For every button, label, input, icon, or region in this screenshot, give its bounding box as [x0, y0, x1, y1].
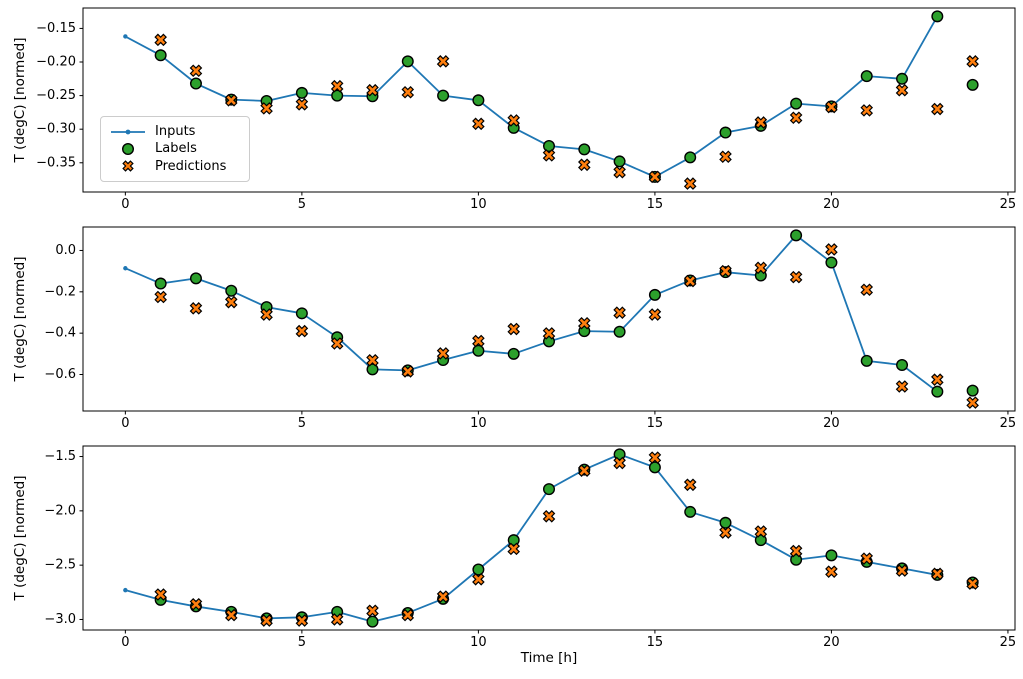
x-tick-label: 20: [823, 197, 840, 212]
plot-frame: [82, 226, 1016, 412]
y-tick-label: −2.5: [44, 558, 76, 573]
legend-entry-predictions: Predictions: [109, 158, 239, 175]
inputs-line-icon: [109, 125, 147, 139]
legend-entry-inputs: Inputs: [109, 123, 239, 140]
x-tick-label: 5: [298, 416, 306, 431]
y-tick-label: −0.6: [44, 367, 76, 382]
y-tick-label: 0.0: [55, 243, 76, 258]
predictions-series: [154, 33, 979, 190]
x-tick-label: 10: [470, 635, 487, 650]
labels-series: [154, 229, 979, 398]
predictions-x-icon: [109, 158, 147, 174]
x-tick-label: 20: [823, 635, 840, 650]
y-tick-label: −3.0: [44, 612, 76, 627]
y-tick-label: −0.20: [36, 55, 76, 70]
x-tick-label: 5: [298, 197, 306, 212]
x-tick-label: 10: [470, 197, 487, 212]
inputs-series: [123, 452, 940, 624]
labels-series: [154, 448, 979, 628]
predictions-series: [154, 243, 979, 409]
x-tick-label: 25: [1000, 635, 1017, 650]
predictions-series: [154, 451, 979, 627]
x-tick-label: 25: [1000, 416, 1017, 431]
y-tick-label: −0.2: [44, 284, 76, 299]
x-tick-label: 0: [121, 635, 129, 650]
y-tick-label: −0.30: [36, 122, 76, 137]
x-tick-label: 0: [121, 416, 129, 431]
x-tick-label: 15: [647, 635, 664, 650]
x-tick-label: 15: [647, 416, 664, 431]
subplot-1: 0 5 10 15 20 25 −0.15 −0.20 −0.25 −0.30 −0.35: [36, 7, 1017, 212]
inputs-series: [123, 233, 940, 394]
x-tick-label: 20: [823, 416, 840, 431]
y-tick-label: −0.25: [36, 88, 76, 103]
y-axis-label-subplot-1: T (degC) [normed]: [12, 37, 28, 163]
legend: Inputs Labels Predictions: [100, 116, 250, 182]
subplot-3: 0 5 10 15 20 25 −1.5 −2.0 −2.5 −3.0: [44, 445, 1017, 650]
x-tick-label: 15: [647, 197, 664, 212]
y-tick-label: −0.15: [36, 21, 76, 36]
x-tick-label: 0: [121, 197, 129, 212]
legend-label-inputs: Inputs: [155, 124, 196, 140]
x-axis-label: Time [h]: [520, 650, 578, 666]
plot-frame: [82, 7, 1016, 193]
y-tick-label: −1.5: [44, 449, 76, 464]
y-tick-label: −2.0: [44, 503, 76, 518]
plot-frame: [82, 445, 1016, 631]
y-axis-label-subplot-2: T (degC) [normed]: [12, 256, 28, 382]
labels-circle-icon: [109, 141, 147, 157]
y-axis-label-subplot-3: T (degC) [normed]: [12, 475, 28, 601]
y-tick-label: −0.35: [36, 155, 76, 170]
legend-label-labels: Labels: [155, 141, 197, 157]
y-tick-label: −0.4: [44, 326, 76, 341]
x-tick-label: 10: [470, 416, 487, 431]
legend-entry-labels: Labels: [109, 140, 239, 157]
subplot-2: 0 5 10 15 20 25 0.0 −0.2 −0.4 −0.6: [44, 226, 1017, 431]
x-tick-label: 5: [298, 635, 306, 650]
labels-series: [154, 10, 979, 183]
x-tick-label: 25: [1000, 197, 1017, 212]
legend-label-predictions: Predictions: [155, 158, 227, 174]
